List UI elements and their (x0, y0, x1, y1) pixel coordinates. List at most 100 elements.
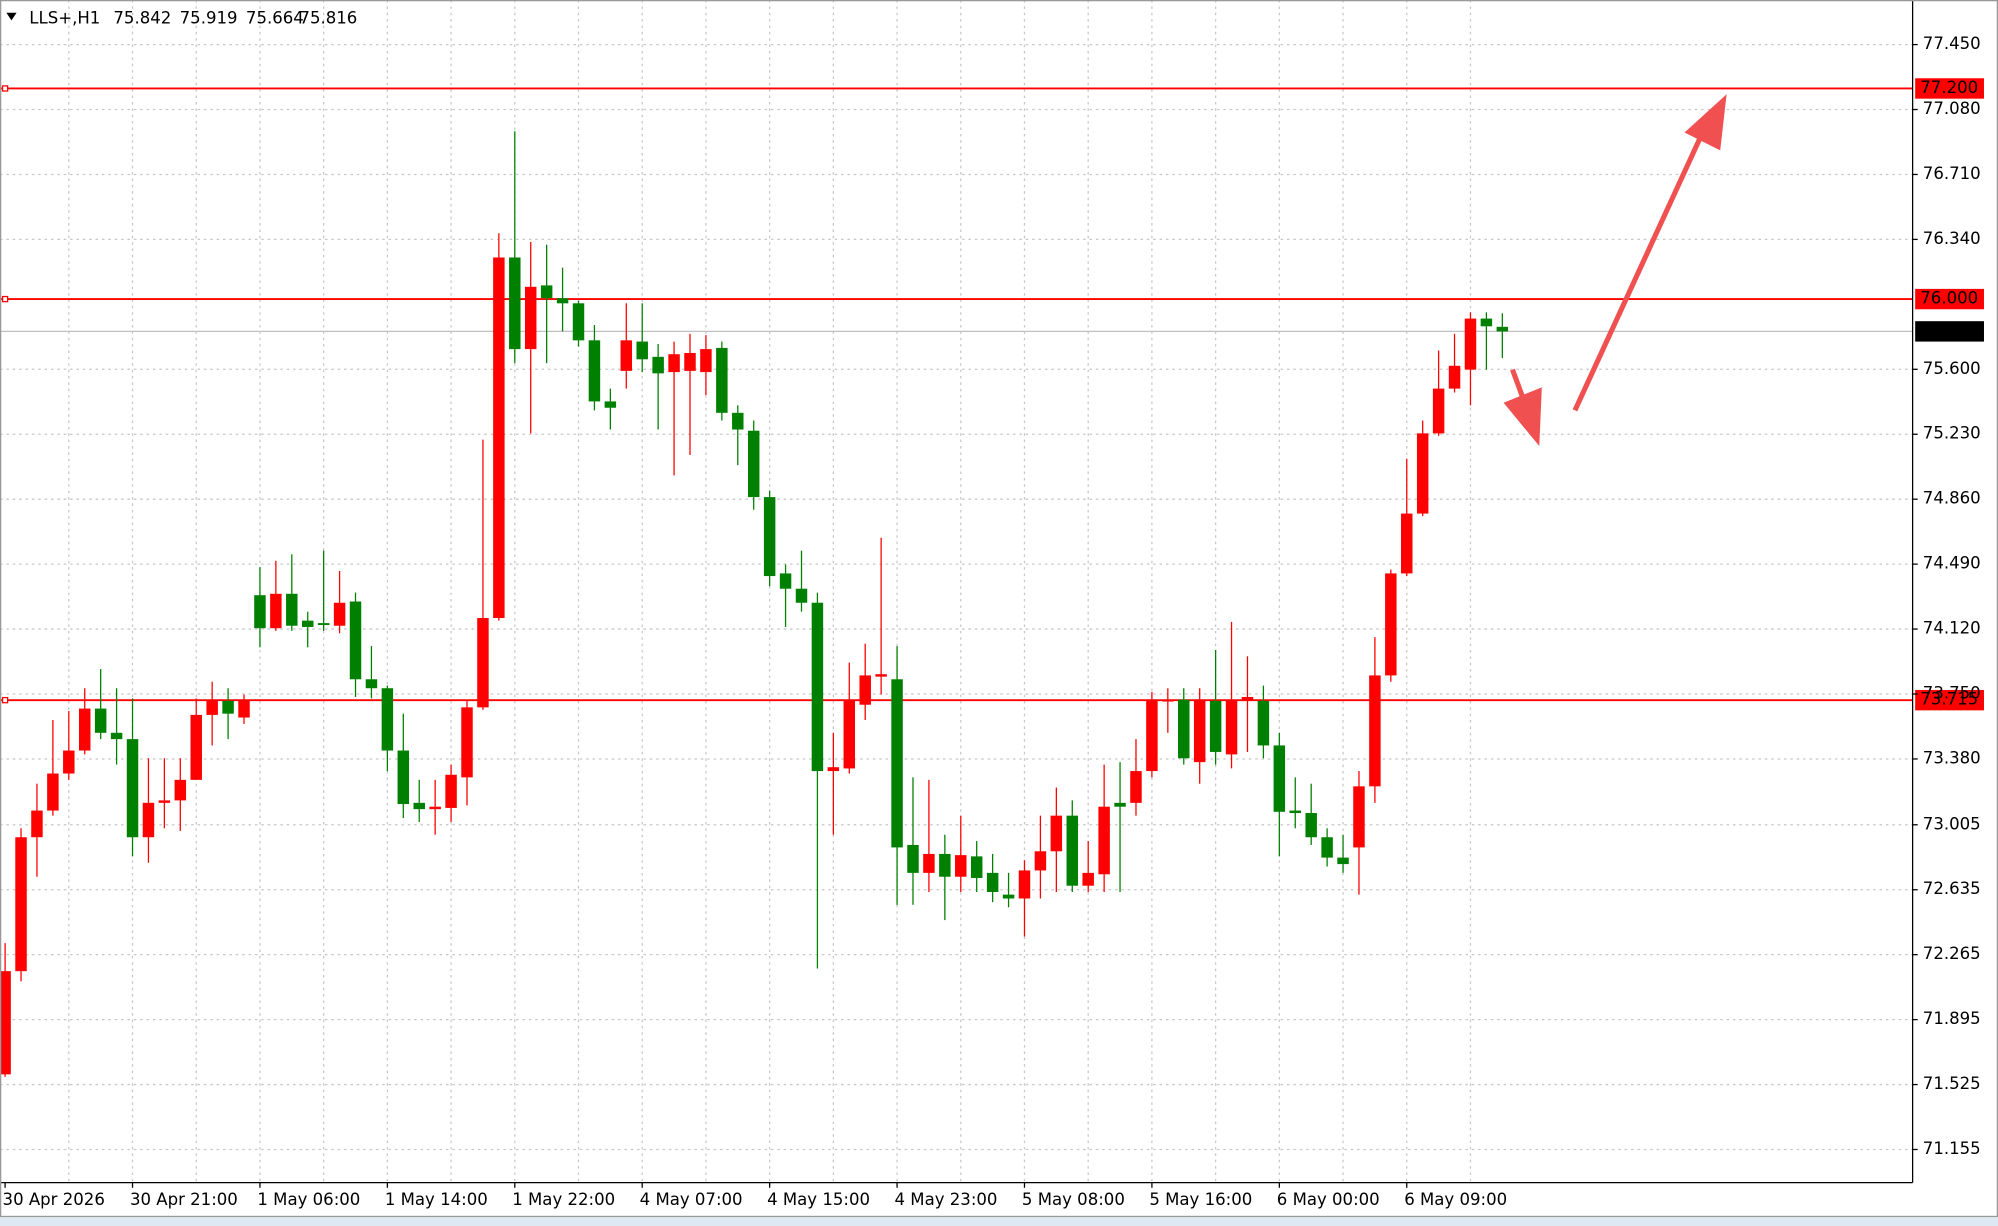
candle-body (652, 356, 664, 374)
candle-body (1034, 851, 1047, 871)
candle-body (174, 779, 187, 801)
y-tick-label: 74.120 (1923, 619, 1981, 638)
candle-body (254, 595, 266, 629)
candle-body (270, 593, 282, 629)
candle-body (843, 699, 856, 769)
x-tick-label: 4 May 07:00 (640, 1190, 743, 1209)
candle-body (1337, 857, 1349, 865)
candle-body (477, 618, 489, 708)
candle-body (1369, 675, 1381, 787)
candle-body (1146, 700, 1158, 772)
y-tick-label: 76.710 (1923, 164, 1981, 183)
candle-body (1273, 745, 1286, 812)
candle-body (986, 872, 999, 893)
candle-body (1130, 771, 1142, 803)
candle-body (1178, 699, 1190, 759)
candle-body (206, 699, 218, 715)
candle-body (1066, 815, 1079, 886)
level-handle (1, 696, 9, 704)
x-tick-label: 6 May 09:00 (1404, 1190, 1507, 1209)
y-tick-label: 74.860 (1923, 489, 1981, 508)
candle-body (1209, 700, 1222, 752)
header-high: 75.919 (180, 9, 238, 28)
x-tick-label: 6 May 00:00 (1277, 1190, 1380, 1209)
candle-body (429, 806, 441, 810)
candle-body (1416, 433, 1429, 514)
y-tick-label: 72.265 (1923, 944, 1981, 963)
candles (0, 131, 1509, 1077)
symbol-title: LLS+,H1 (29, 9, 100, 28)
candle-body (493, 257, 505, 619)
candle-body (779, 573, 792, 589)
candle-body (142, 802, 155, 838)
grid (0, 0, 1913, 1183)
candle-body (317, 623, 330, 626)
candle-body (1050, 815, 1063, 852)
level-handle (1, 295, 9, 303)
y-tick-label: 71.525 (1923, 1074, 1981, 1093)
candle-body (620, 340, 633, 371)
candle-body (461, 707, 473, 778)
candle-body (63, 750, 75, 774)
candle-body (445, 774, 457, 808)
y-tick-label: 71.155 (1923, 1139, 1981, 1158)
candle-body (1496, 326, 1509, 332)
candle-body (604, 401, 617, 408)
x-tick-label: 4 May 15:00 (767, 1190, 870, 1209)
candle-body (1114, 802, 1126, 807)
candle-body (923, 853, 935, 873)
candle-body (365, 679, 378, 689)
level-label: 76.000 (1920, 289, 1978, 308)
candle-body (222, 700, 234, 714)
candle-body (301, 620, 314, 627)
candle-body (907, 844, 919, 873)
candle-body (286, 593, 298, 626)
candle-body (1321, 837, 1333, 858)
candle-body (79, 708, 91, 751)
candle-body (668, 354, 680, 373)
level-label: 77.200 (1920, 78, 1978, 97)
y-tick-label: 73.750 (1923, 684, 1981, 703)
candle-body (747, 430, 760, 498)
price-label: 75.816 (1920, 321, 1978, 340)
candle-body (572, 303, 585, 341)
arrow-down (1503, 368, 1542, 447)
candle-body (333, 602, 346, 626)
x-tick-label: 5 May 08:00 (1022, 1190, 1125, 1209)
menu-triangle[interactable] (6, 12, 17, 21)
candle-body (509, 257, 521, 350)
candle-body (397, 750, 410, 805)
x-tick-label: 4 May 23:00 (895, 1190, 998, 1209)
levels: 77.200 76.000 73.715 (0, 78, 1984, 711)
candle-body (524, 286, 537, 350)
candle-body (636, 341, 648, 360)
candle-body (0, 971, 11, 1075)
header-low: 75.664 (246, 9, 304, 28)
x-tick-label: 1 May 14:00 (385, 1190, 488, 1209)
candle-body (1385, 573, 1397, 676)
candle-body (1162, 699, 1174, 702)
candle-body (827, 767, 840, 772)
candle-body (1225, 699, 1238, 755)
header-close: 75.816 (299, 9, 357, 28)
candle-body (94, 708, 107, 733)
y-tick-label: 77.080 (1923, 99, 1981, 118)
candle-body (732, 412, 744, 430)
candle-body (1193, 700, 1206, 763)
candle-body (238, 700, 250, 718)
candle-body (1257, 700, 1270, 746)
candle-body (110, 732, 123, 740)
candle-body (700, 349, 712, 373)
x-tick-label: 30 Apr 2026 (3, 1190, 105, 1209)
candle-body (1241, 696, 1254, 701)
y-tick-label: 73.005 (1923, 814, 1981, 833)
candle-body (1018, 870, 1031, 899)
y-tick-label: 75.600 (1923, 359, 1981, 378)
candle-body (1480, 318, 1493, 327)
candle-body (190, 714, 202, 780)
candle-body (1305, 813, 1317, 838)
candle-body (1002, 894, 1015, 899)
